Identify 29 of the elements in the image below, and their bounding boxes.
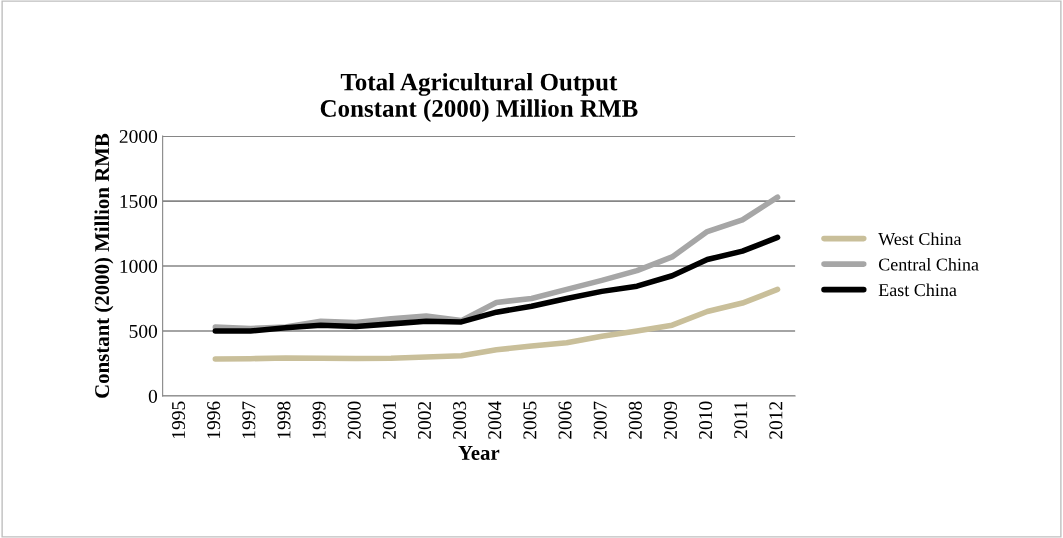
x-tick-label: 1996 xyxy=(207,401,221,439)
x-tick-label: 1995 xyxy=(172,401,186,439)
y-axis-title: Constant (2000) Million RMB xyxy=(94,133,114,398)
x-tick-label: 2012 xyxy=(769,401,783,439)
x-tick-label: 2011 xyxy=(734,402,748,439)
y-tick-label: 0 xyxy=(148,389,158,403)
x-tick-label: 1998 xyxy=(277,401,291,439)
x-tick-label: 2004 xyxy=(488,401,502,439)
legend-label: East China xyxy=(878,283,957,297)
x-tick-label: 1999 xyxy=(312,401,326,439)
x-tick-label: 1997 xyxy=(242,401,256,439)
x-tick-label: 2001 xyxy=(382,402,396,439)
x-tick-label: 2007 xyxy=(593,401,607,439)
chart-title: Total Agricultural Output Constant (2000) Million RMB xyxy=(320,72,638,122)
y-tick-label: 1000 xyxy=(120,259,158,273)
legend-label: West China xyxy=(878,232,962,246)
x-tick-label: 2003 xyxy=(453,401,467,439)
x-tick-label: 2006 xyxy=(558,401,572,439)
x-tick-label: 2010 xyxy=(699,401,713,439)
y-tick-label: 500 xyxy=(129,324,158,338)
x-axis-title: Year xyxy=(458,446,500,460)
x-tick-label: 2000 xyxy=(347,401,361,439)
x-tick-label: 2002 xyxy=(417,401,432,439)
x-tick-label: 2008 xyxy=(628,401,642,439)
y-tick-label: 1500 xyxy=(120,194,158,209)
x-tick-label: 2009 xyxy=(663,401,678,439)
legend-label: Central China xyxy=(878,257,979,271)
y-tick-label: 2000 xyxy=(119,129,158,144)
x-tick-label: 2005 xyxy=(523,401,537,439)
